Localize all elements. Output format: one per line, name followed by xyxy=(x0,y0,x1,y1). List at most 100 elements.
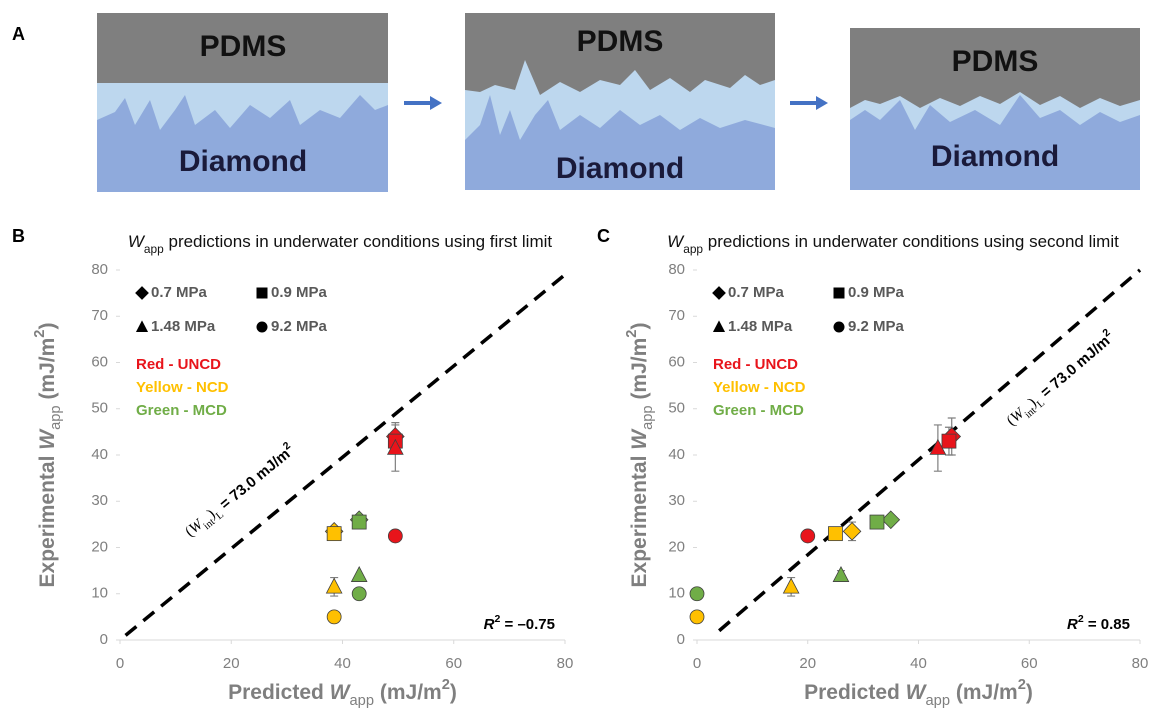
chart-title-part: app xyxy=(683,242,703,256)
y-tick-label: 0 xyxy=(677,631,685,648)
x-tick-label: 40 xyxy=(910,655,927,672)
chart: Wapp predictions in underwater condition… xyxy=(624,232,1148,708)
y-tick-label: 60 xyxy=(668,353,685,370)
reference-label-part: = 73.0 mJ/m xyxy=(1034,333,1113,404)
chart-title-part: app xyxy=(144,242,164,256)
legend-marker xyxy=(834,322,845,333)
x-tick-label: 80 xyxy=(557,655,574,672)
y-axis-label-part: Experimental xyxy=(36,450,59,588)
y-tick-label: 80 xyxy=(91,261,108,278)
legend-label: 1.48 MPa xyxy=(151,318,216,335)
diagram-step-3: PDMS Diamond xyxy=(850,28,1140,190)
arrow-head xyxy=(430,96,442,110)
reference-label: (Wint)L = 73.0 mJ/m2 xyxy=(180,439,300,543)
x-axis-label-part: 2 xyxy=(1018,677,1026,693)
figure: PDMS Diamond PDMS Diamond PDMS Diamond A… xyxy=(0,0,1160,709)
reference-label-part: = 73.0 mJ/m xyxy=(213,446,293,516)
x-axis-label-part: 2 xyxy=(442,677,450,693)
marker-circle xyxy=(352,587,366,601)
legend-label: 9.2 MPa xyxy=(848,318,905,335)
x-tick-label: 60 xyxy=(445,655,462,672)
y-tick-label: 40 xyxy=(668,446,685,463)
legend-marker xyxy=(257,322,268,333)
y-tick-label: 50 xyxy=(668,400,685,417)
legend-label: Red - UNCD xyxy=(713,356,798,373)
legend-marker xyxy=(713,320,725,332)
legend-label: 0.9 MPa xyxy=(848,284,905,301)
legend-marker xyxy=(712,286,726,300)
y-axis-label-part: app xyxy=(48,405,64,430)
r-squared-part: = –0.75 xyxy=(500,616,555,633)
legend-marker xyxy=(135,286,149,300)
x-tick-label: 20 xyxy=(799,655,816,672)
y-axis-label-part: ) xyxy=(628,323,651,330)
legend-marker xyxy=(136,320,148,332)
legend-label: 0.7 MPa xyxy=(728,284,785,301)
marker-square xyxy=(870,515,884,529)
x-tick-label: 80 xyxy=(1132,655,1149,672)
y-axis-label-part: (mJ/m xyxy=(36,338,59,406)
x-tick-label: 60 xyxy=(1021,655,1038,672)
y-axis-label-part: 2 xyxy=(32,330,48,338)
legend-label: 9.2 MPa xyxy=(271,318,328,335)
panel-label: C xyxy=(597,226,610,246)
diamond-label: Diamond xyxy=(931,140,1059,173)
pdms-label: PDMS xyxy=(200,30,287,63)
y-tick-label: 70 xyxy=(91,307,108,324)
y-tick-label: 10 xyxy=(91,585,108,602)
marker-circle xyxy=(690,610,704,624)
y-tick-label: 30 xyxy=(91,492,108,509)
legend-label: 1.48 MPa xyxy=(728,318,793,335)
y-tick-label: 10 xyxy=(668,585,685,602)
y-axis-label-part: W xyxy=(628,428,651,450)
marker-triangle xyxy=(326,578,341,593)
legend-marker xyxy=(834,288,845,299)
x-tick-label: 40 xyxy=(334,655,351,672)
marker-circle xyxy=(388,529,402,543)
diamond-label: Diamond xyxy=(179,145,307,178)
marker-square xyxy=(942,434,956,448)
x-tick-label: 0 xyxy=(116,655,124,672)
marker-diamond xyxy=(843,523,861,541)
y-axis-label: Experimental Wapp (mJ/m2) xyxy=(32,323,64,588)
marker-triangle xyxy=(351,567,366,582)
y-tick-label: 70 xyxy=(668,307,685,324)
x-axis-label-part: app xyxy=(926,693,951,709)
y-axis-label-part: 2 xyxy=(624,330,640,338)
x-axis-label-part: W xyxy=(330,681,352,704)
chart: Wapp predictions in underwater condition… xyxy=(32,232,573,708)
x-tick-label: 0 xyxy=(693,655,701,672)
legend-marker xyxy=(257,288,268,299)
y-tick-label: 60 xyxy=(91,353,108,370)
panel-label: B xyxy=(12,226,25,246)
x-axis-label: Predicted Wapp (mJ/m2) xyxy=(228,677,457,709)
y-tick-label: 0 xyxy=(100,631,108,648)
x-axis-label-part: ) xyxy=(1026,681,1033,704)
y-axis-label-part: Experimental xyxy=(628,450,651,588)
marker-triangle xyxy=(833,567,848,582)
y-axis-label-part: app xyxy=(640,405,656,430)
diagram-step-1: PDMS Diamond xyxy=(97,13,388,192)
arrow-head xyxy=(816,96,828,110)
y-tick-label: 80 xyxy=(668,261,685,278)
y-axis-label-part: (mJ/m xyxy=(628,338,651,406)
y-tick-label: 50 xyxy=(91,400,108,417)
marker-square xyxy=(828,527,842,541)
marker-circle xyxy=(690,587,704,601)
x-axis-label: Predicted Wapp (mJ/m2) xyxy=(804,677,1033,709)
x-axis-label-part: app xyxy=(350,693,375,709)
panel-label: A xyxy=(12,24,25,44)
legend-label: 0.7 MPa xyxy=(151,284,208,301)
chart-title: Wapp predictions in underwater condition… xyxy=(128,232,553,256)
chart-title: Wapp predictions in underwater condition… xyxy=(667,232,1119,256)
y-tick-label: 40 xyxy=(91,446,108,463)
r-squared-part: = 0.85 xyxy=(1084,616,1130,633)
r-squared: R2 = –0.75 xyxy=(484,613,555,633)
reference-label: (Wint)L = 73.0 mJ/m2 xyxy=(1002,326,1120,432)
marker-diamond xyxy=(882,511,900,529)
marker-square xyxy=(352,515,366,529)
y-axis-label: Experimental Wapp (mJ/m2) xyxy=(624,323,656,588)
x-axis-label-part: W xyxy=(906,681,928,704)
marker-square xyxy=(327,527,341,541)
diagram: PDMS Diamond PDMS Diamond PDMS Diamond xyxy=(97,13,1140,192)
